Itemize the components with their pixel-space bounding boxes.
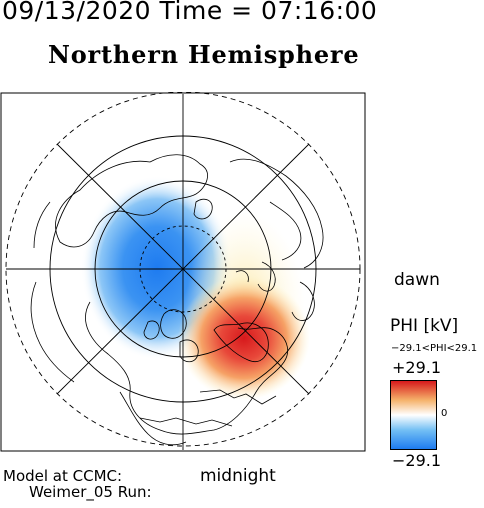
dawn-label: dawn (394, 270, 440, 290)
hemisphere-title: Northern Hemisphere (48, 40, 360, 69)
colorbar (390, 380, 437, 450)
meridian-lines (6, 94, 360, 450)
coastlines (30, 154, 324, 446)
colorbar-range: −29.1<PHI<29.1 (391, 343, 478, 354)
midnight-label: midnight (200, 466, 276, 486)
model-label: Model at CCMC: (3, 467, 123, 485)
colorbar-min-label: −29.1 (392, 451, 442, 470)
colorbar-max-label: +29.1 (392, 358, 442, 377)
date-time-title: 09/13/2020 Time = 07:16:00 (2, 0, 378, 25)
colorbar-zero-label: 0 (441, 408, 448, 419)
colorbar-title: PHI [kV] (390, 316, 459, 336)
run-label: Weimer_05 Run: (29, 483, 152, 501)
polar-map (0, 92, 366, 452)
positive-potential-cell (178, 276, 310, 400)
